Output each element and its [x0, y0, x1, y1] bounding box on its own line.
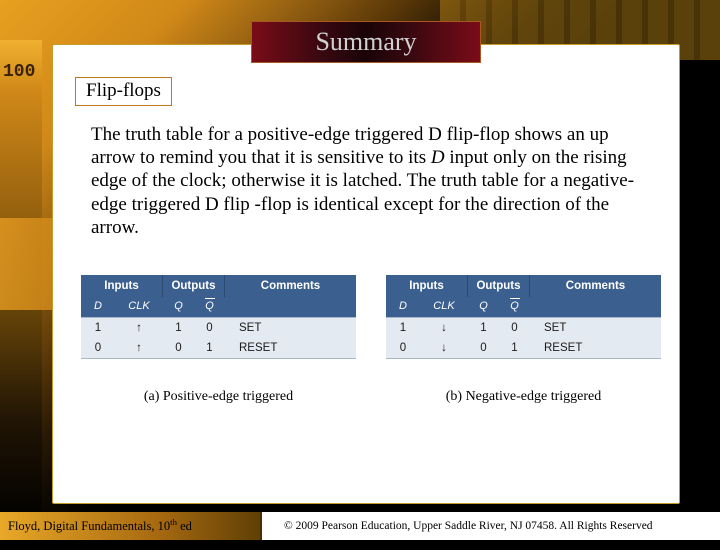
sub-d: D — [386, 297, 420, 317]
table-body: 1 1 0 SET 0 0 1 RESET — [81, 317, 356, 359]
content-panel: Summary Flip-flops The truth table for a… — [52, 44, 680, 504]
hdr-inputs: Inputs — [386, 275, 468, 297]
cell-d: 0 — [81, 338, 115, 358]
edge-up-icon — [136, 342, 142, 354]
body-paragraph: The truth table for a positive-edge trig… — [91, 123, 651, 239]
sub-qbar: Q — [499, 297, 530, 317]
sub-d: D — [81, 297, 115, 317]
cell-clk — [115, 338, 163, 358]
table-caption-b: (b) Negative-edge triggered — [386, 389, 661, 405]
hdr-comments: Comments — [225, 275, 356, 297]
cell-d: 0 — [386, 338, 420, 358]
footer-copyright: © 2009 Pearson Education, Upper Saddle R… — [284, 520, 653, 532]
overbar-icon — [205, 298, 215, 299]
hdr-comments: Comments — [530, 275, 661, 297]
slide-footer: Floyd, Digital Fundamentals, 10th ed © 2… — [0, 512, 720, 540]
cell-qbar: 0 — [499, 318, 530, 338]
title-box: Summary — [251, 21, 481, 63]
footer-left: Floyd, Digital Fundamentals, 10th ed — [0, 512, 262, 540]
table-row: 0 0 1 RESET — [81, 338, 356, 358]
truth-table-negative: Inputs Outputs Comments D CLK Q Q 1 1 — [386, 275, 661, 405]
sub-comments-blank — [225, 297, 356, 317]
truth-tables-row: Inputs Outputs Comments D CLK Q Q 1 1 — [81, 275, 661, 405]
cell-clk — [115, 318, 163, 338]
sub-clk: CLK — [420, 297, 468, 317]
cell-q: 0 — [468, 338, 499, 358]
table-subheader-row: D CLK Q Q — [81, 297, 356, 317]
cell-clk — [420, 318, 468, 338]
edge-down-icon — [441, 322, 447, 334]
cell-d: 1 — [386, 318, 420, 338]
cell-comment: RESET — [225, 338, 356, 358]
cell-comment: RESET — [530, 338, 661, 358]
hdr-outputs: Outputs — [163, 275, 225, 297]
edge-down-icon — [441, 342, 447, 354]
cell-qbar: 1 — [499, 338, 530, 358]
cell-comment: SET — [530, 318, 661, 338]
section-subtitle: Flip-flops — [75, 77, 172, 106]
cell-q: 1 — [163, 318, 194, 338]
cell-clk — [420, 338, 468, 358]
bg-decor-number: 100 — [3, 62, 35, 82]
table-row: 0 0 1 RESET — [386, 338, 661, 358]
cell-qbar: 1 — [194, 338, 225, 358]
table-caption-a: (a) Positive-edge triggered — [81, 389, 356, 405]
sub-comments-blank — [530, 297, 661, 317]
sub-q: Q — [468, 297, 499, 317]
footer-right: © 2009 Pearson Education, Upper Saddle R… — [262, 512, 720, 540]
body-text-italic: D — [431, 147, 445, 168]
table-header-row: Inputs Outputs Comments — [386, 275, 661, 297]
cell-qbar: 0 — [194, 318, 225, 338]
footer-book-ref: Floyd, Digital Fundamentals, 10th ed — [8, 517, 192, 534]
hdr-outputs: Outputs — [468, 275, 530, 297]
table-row: 1 1 0 SET — [81, 318, 356, 338]
table-subheader-row: D CLK Q Q — [386, 297, 661, 317]
cell-d: 1 — [81, 318, 115, 338]
sub-clk: CLK — [115, 297, 163, 317]
cell-comment: SET — [225, 318, 356, 338]
cell-q: 0 — [163, 338, 194, 358]
hdr-inputs: Inputs — [81, 275, 163, 297]
slide-title: Summary — [315, 27, 416, 57]
sub-qbar: Q — [194, 297, 225, 317]
table-body: 1 1 0 SET 0 0 1 RESET — [386, 317, 661, 359]
table-row: 1 1 0 SET — [386, 318, 661, 338]
cell-q: 1 — [468, 318, 499, 338]
overbar-icon — [510, 298, 520, 299]
truth-table-positive: Inputs Outputs Comments D CLK Q Q 1 1 — [81, 275, 356, 405]
edge-up-icon — [136, 322, 142, 334]
table-header-row: Inputs Outputs Comments — [81, 275, 356, 297]
slide: 100 Summary Flip-flops The truth table f… — [0, 0, 720, 540]
sub-q: Q — [163, 297, 194, 317]
